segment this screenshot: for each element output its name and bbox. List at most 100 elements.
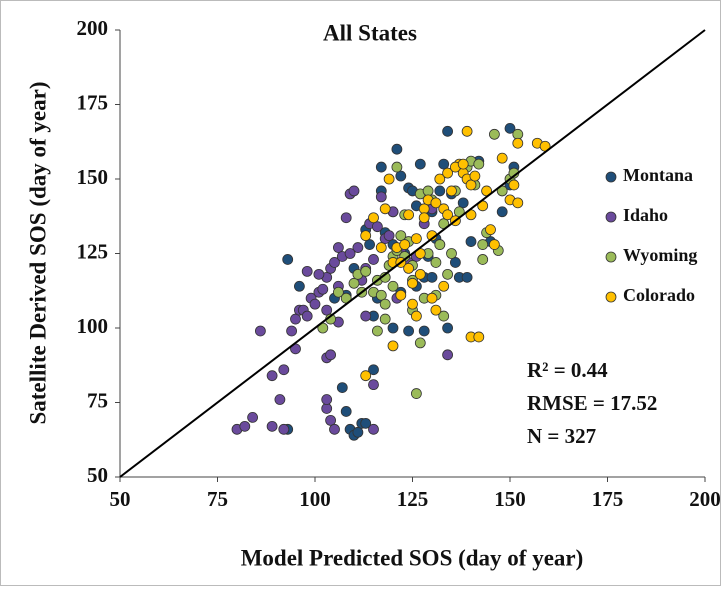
point [504,122,516,134]
point [344,248,356,259]
point [348,277,360,289]
point [239,420,251,432]
point [383,230,395,242]
point [410,310,422,322]
point [387,340,399,352]
point [399,239,411,250]
point [418,212,430,224]
x-tick-label: 200 [689,487,721,511]
point [360,265,372,277]
annotation: N = 327 [527,424,596,448]
point [403,262,415,274]
x-tick-label: 125 [397,487,429,511]
legend-marker [605,171,617,183]
point [364,239,376,250]
point [410,388,422,399]
point [329,257,340,268]
annotation: RMSE = 17.52 [527,391,657,415]
point [434,185,446,197]
point [360,417,372,429]
point [488,128,500,140]
point [496,152,508,164]
y-tick-label: 50 [87,463,108,487]
point [336,382,348,394]
point [387,322,399,334]
legend-label: Wyoming [623,245,697,265]
point [317,283,329,295]
point [461,125,473,137]
x-tick-label: 75 [207,487,228,511]
point [290,313,301,325]
point [426,271,438,283]
point [368,379,379,391]
point [438,280,450,292]
point [352,426,364,438]
point [254,325,266,337]
point [403,325,415,337]
legend-label: Montana [623,165,693,185]
point [321,403,333,414]
point [434,173,446,185]
point [266,420,278,432]
point [395,289,407,301]
point [442,349,454,361]
legend-label: Colorado [623,285,695,305]
point [375,289,387,301]
point [332,286,344,298]
point [368,423,379,435]
point [340,212,352,224]
y-tick-label: 125 [77,239,109,263]
point [410,233,422,245]
point [395,230,407,242]
point [438,158,450,170]
point [247,411,259,423]
point [418,203,430,215]
x-tick-label: 100 [299,487,331,511]
point [469,170,481,182]
point [430,257,442,268]
point [371,325,383,337]
identity-line [119,29,706,478]
point [282,254,294,265]
point [325,349,337,361]
x-tick-label: 150 [494,487,526,511]
point [371,221,383,233]
point [293,280,305,292]
y-tick-label: 175 [77,90,109,114]
legend-marker [605,211,617,223]
point [332,242,344,253]
point [391,161,403,173]
point [512,197,524,209]
point [286,325,298,337]
point [512,137,524,149]
point [340,406,352,417]
point [442,209,454,221]
point [414,337,426,349]
point [422,185,434,197]
point [309,298,321,310]
point [407,298,418,310]
x-axis-label: Model Predicted SOS (day of year) [241,545,584,570]
point [387,280,399,292]
point [461,271,473,283]
point [375,242,387,253]
point [375,161,387,173]
legend-marker [605,251,617,263]
point [278,364,290,376]
point [368,364,379,376]
point [442,322,454,334]
point [368,212,379,224]
point [442,167,454,179]
point [301,310,313,322]
point [477,254,489,265]
point [266,370,278,382]
point [457,197,469,209]
point [446,185,457,197]
point [434,239,446,250]
point [348,185,360,197]
x-tick-label: 50 [110,487,131,511]
point [473,158,485,170]
point [426,292,438,304]
point [485,224,496,236]
point [375,191,387,203]
